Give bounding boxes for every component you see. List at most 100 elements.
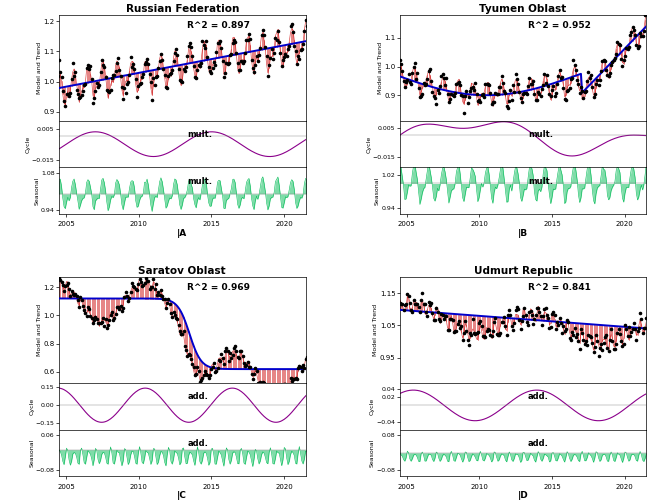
Point <box>68 290 78 298</box>
Point <box>147 96 157 104</box>
Text: add.: add. <box>187 439 208 448</box>
Point <box>155 291 165 299</box>
Point <box>210 62 220 70</box>
Point <box>584 332 595 340</box>
X-axis label: |D: |D <box>518 491 528 500</box>
Point <box>402 76 413 84</box>
Point <box>484 81 494 89</box>
Point <box>117 83 127 91</box>
Title: Udmurt Republic: Udmurt Republic <box>473 267 573 277</box>
Point <box>216 350 227 358</box>
Point <box>611 50 622 58</box>
Point <box>533 88 543 96</box>
Point <box>181 63 191 71</box>
Point <box>148 276 159 284</box>
Point <box>275 49 285 57</box>
Point <box>261 53 272 61</box>
Point <box>272 37 282 45</box>
Point <box>498 79 508 87</box>
Point <box>259 31 269 39</box>
Point <box>611 341 622 349</box>
Y-axis label: Seasonal: Seasonal <box>29 438 35 467</box>
Point <box>442 326 453 334</box>
Point <box>577 87 588 95</box>
Point <box>293 52 303 60</box>
Point <box>180 67 190 75</box>
Point <box>582 77 592 85</box>
Point <box>69 72 79 80</box>
Point <box>476 91 486 99</box>
Point <box>470 330 481 338</box>
Point <box>518 90 528 98</box>
Point <box>210 368 220 376</box>
Point <box>549 92 560 100</box>
Point <box>492 331 503 339</box>
Point <box>166 309 176 317</box>
Point <box>114 66 125 74</box>
Point <box>404 70 414 78</box>
Point <box>462 336 473 344</box>
Point <box>473 328 483 336</box>
Point <box>52 275 63 283</box>
Point <box>97 56 107 64</box>
Point <box>64 92 74 100</box>
Point <box>50 89 61 97</box>
Point <box>153 64 164 72</box>
Point <box>473 97 483 105</box>
Point <box>549 311 560 319</box>
Point <box>454 317 464 325</box>
Point <box>128 282 138 290</box>
Point <box>496 72 507 80</box>
Point <box>226 51 236 59</box>
Point <box>393 299 404 307</box>
Point <box>221 59 232 67</box>
Point <box>287 377 297 385</box>
Point <box>82 312 92 320</box>
Y-axis label: Cycle: Cycle <box>366 136 372 153</box>
Point <box>545 93 556 101</box>
Point <box>603 72 614 80</box>
Point <box>513 80 523 88</box>
Point <box>629 26 639 34</box>
Point <box>504 97 515 105</box>
Point <box>291 374 301 382</box>
Point <box>223 357 234 365</box>
Point <box>582 341 592 349</box>
Point <box>599 333 610 341</box>
Point <box>606 61 616 69</box>
Y-axis label: Model and Trend: Model and Trend <box>37 304 42 356</box>
Point <box>562 87 572 95</box>
Point <box>597 58 607 66</box>
Point <box>180 342 190 350</box>
Point <box>102 86 112 94</box>
Point <box>303 25 313 33</box>
Point <box>70 68 80 76</box>
Point <box>119 84 130 92</box>
Point <box>550 89 561 97</box>
Point <box>492 90 502 98</box>
Point <box>59 97 69 105</box>
Point <box>84 65 95 73</box>
Point <box>428 316 439 324</box>
Point <box>597 346 607 354</box>
Point <box>289 375 300 383</box>
Point <box>74 303 84 311</box>
Point <box>260 43 270 51</box>
Point <box>234 66 244 74</box>
Point <box>503 104 513 112</box>
Point <box>528 77 538 85</box>
Point <box>205 68 215 76</box>
Point <box>80 309 91 317</box>
Point <box>151 280 161 288</box>
Point <box>202 371 213 379</box>
Point <box>495 83 505 91</box>
Point <box>288 28 298 36</box>
Point <box>52 278 62 286</box>
Point <box>140 58 151 66</box>
Y-axis label: Cycle: Cycle <box>370 398 375 415</box>
Point <box>185 39 195 47</box>
Point <box>161 304 171 312</box>
Point <box>288 375 298 383</box>
Point <box>265 382 276 390</box>
Point <box>496 318 507 326</box>
